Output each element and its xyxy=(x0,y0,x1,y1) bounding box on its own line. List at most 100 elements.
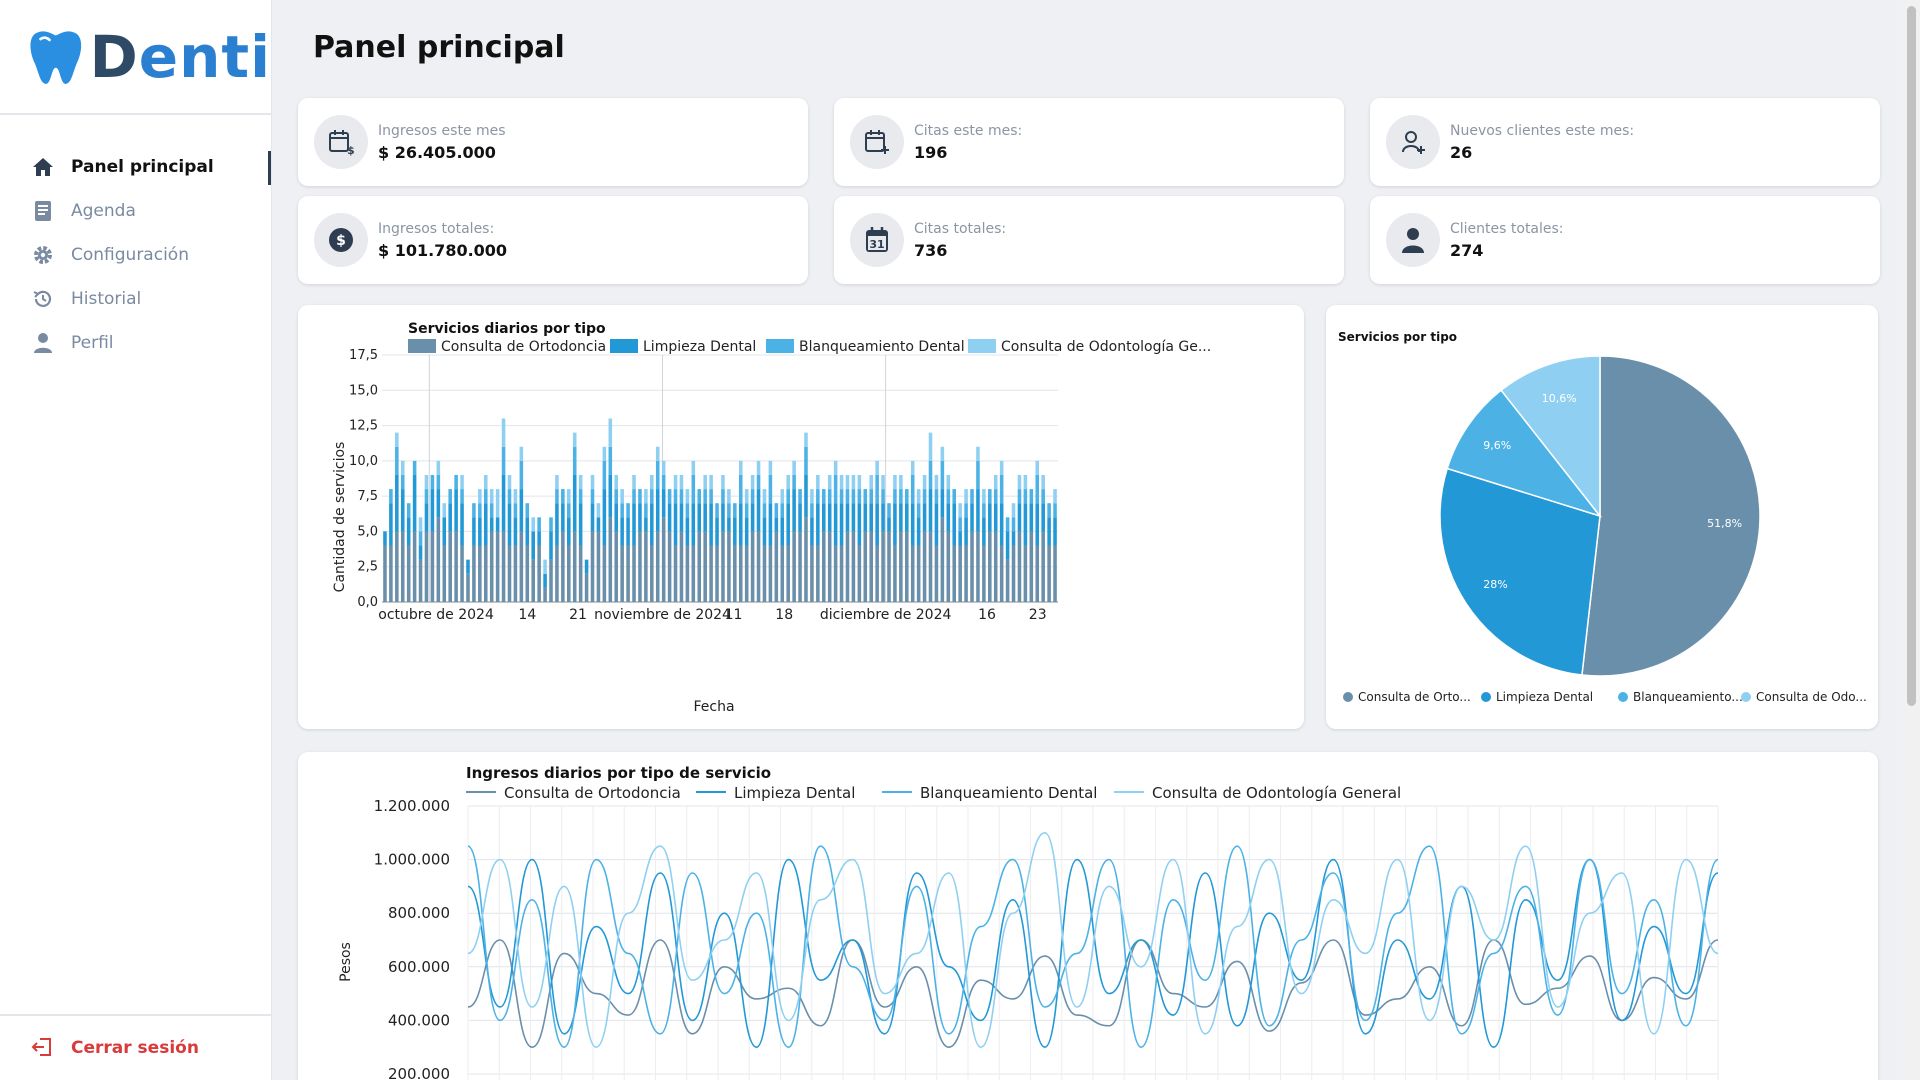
bar-segment xyxy=(483,545,488,602)
legend-dot xyxy=(1618,692,1628,702)
bar-segment xyxy=(893,489,897,504)
bar-segment xyxy=(982,503,986,518)
bar-segment xyxy=(715,517,719,546)
sidebar-item-label: Perfil xyxy=(71,333,114,353)
sidebar-item-perfil[interactable]: Perfil xyxy=(0,321,271,365)
stat-card-ingresos-totales: $ Ingresos totales: $ 101.780.000 xyxy=(298,196,808,284)
bar-segment xyxy=(590,503,595,532)
x-tick-label: 11 xyxy=(725,607,743,623)
stat-label: Clientes totales: xyxy=(1450,220,1564,237)
bar-segment xyxy=(567,545,571,602)
bar-segment xyxy=(395,531,399,602)
bar-segment xyxy=(572,446,577,475)
legend-dot xyxy=(1741,692,1751,702)
bar-segment xyxy=(851,474,856,490)
bar-segment xyxy=(905,503,909,532)
bar-segment xyxy=(525,503,530,518)
sidebar-item-label: Panel principal xyxy=(71,157,214,177)
bar-segment xyxy=(733,545,737,602)
bar-segment xyxy=(738,503,743,546)
bar-segment xyxy=(827,489,832,504)
bar-segment xyxy=(774,503,779,518)
bar-segment xyxy=(472,545,476,602)
bar-segment xyxy=(887,531,891,602)
bar-segment xyxy=(958,503,962,518)
bar-segment xyxy=(549,517,553,532)
bar-segment xyxy=(685,517,690,546)
bar-segment xyxy=(916,545,921,602)
bar-segment xyxy=(703,503,707,532)
bar-segment xyxy=(721,503,725,532)
bar-segment xyxy=(738,474,743,504)
bar-segment xyxy=(845,531,850,602)
bar-segment xyxy=(1035,545,1040,602)
logout-icon xyxy=(31,1036,55,1060)
bar-segment xyxy=(650,545,654,602)
bar-segment xyxy=(964,545,968,602)
bar-segment xyxy=(543,587,547,602)
bar-segment xyxy=(910,545,915,602)
stat-label: Ingresos este mes xyxy=(378,122,506,139)
bar-segment xyxy=(875,503,879,546)
bar-segment xyxy=(454,474,458,490)
home-icon xyxy=(31,155,55,179)
bar-segment xyxy=(655,531,660,602)
page-scrollbar[interactable] xyxy=(1903,0,1920,1080)
bar-segment xyxy=(478,545,482,602)
bar-segment xyxy=(780,545,785,602)
history-icon xyxy=(31,287,55,311)
stat-label: Citas este mes: xyxy=(914,122,1023,139)
tooth-icon xyxy=(30,30,82,84)
sidebar-item-agenda[interactable]: Agenda xyxy=(0,189,271,233)
sidebar-item-panel[interactable]: Panel principal xyxy=(0,145,271,189)
bar-segment xyxy=(750,503,755,532)
bar-segment xyxy=(786,545,790,602)
bar-segment xyxy=(685,489,690,504)
bar-segment xyxy=(839,503,844,546)
y-tick-label: 200.000 xyxy=(388,1065,450,1080)
bar-segment xyxy=(442,503,447,518)
bar-segment xyxy=(460,489,464,504)
scrollbar-thumb[interactable] xyxy=(1907,6,1916,706)
bar-segment xyxy=(412,474,417,532)
bar-segment xyxy=(721,531,725,602)
logout-button[interactable]: Cerrar sesión xyxy=(0,1014,272,1080)
bar-segment xyxy=(567,503,571,518)
person-icon xyxy=(1386,213,1440,267)
bar-segment xyxy=(744,517,749,546)
bar-segment xyxy=(383,531,387,546)
bar-segment xyxy=(555,545,559,602)
bar-segment xyxy=(821,503,826,532)
stat-card-ingresos-mes: $ Ingresos este mes $ 26.405.000 xyxy=(298,98,808,186)
bar-segment xyxy=(489,517,494,532)
bar-segment xyxy=(673,474,678,490)
bar-segment xyxy=(1047,517,1051,546)
bar-segment xyxy=(851,531,856,602)
x-tick-label: 23 xyxy=(1029,607,1047,623)
bar-segment xyxy=(940,517,945,602)
bar-segment xyxy=(644,531,648,602)
stat-value: $ 26.405.000 xyxy=(378,142,496,162)
bar-segment xyxy=(798,531,802,602)
sidebar-item-historial[interactable]: Historial xyxy=(0,277,271,321)
sidebar-item-configuracion[interactable]: Configuración xyxy=(0,233,271,277)
bar-segment xyxy=(940,489,945,518)
bar-segment xyxy=(495,517,500,532)
bar-segment xyxy=(857,503,862,546)
brand-logo[interactable]: Denti xyxy=(0,0,271,115)
bar-segment xyxy=(821,489,826,504)
bar-segment xyxy=(744,489,749,504)
bar-segment xyxy=(792,474,796,490)
bar-segment xyxy=(519,531,524,602)
bar-segment xyxy=(709,503,713,546)
bar-segment xyxy=(970,503,974,532)
bar-segment xyxy=(489,503,494,518)
bar-segment xyxy=(857,474,862,490)
bar-segment xyxy=(952,545,957,602)
bar-segment xyxy=(703,474,707,490)
bar-segment xyxy=(537,517,541,532)
bar-segment xyxy=(436,474,441,490)
bar-segment xyxy=(999,503,1004,546)
x-tick-label: 16 xyxy=(978,607,996,623)
bar-segment xyxy=(1047,503,1051,518)
